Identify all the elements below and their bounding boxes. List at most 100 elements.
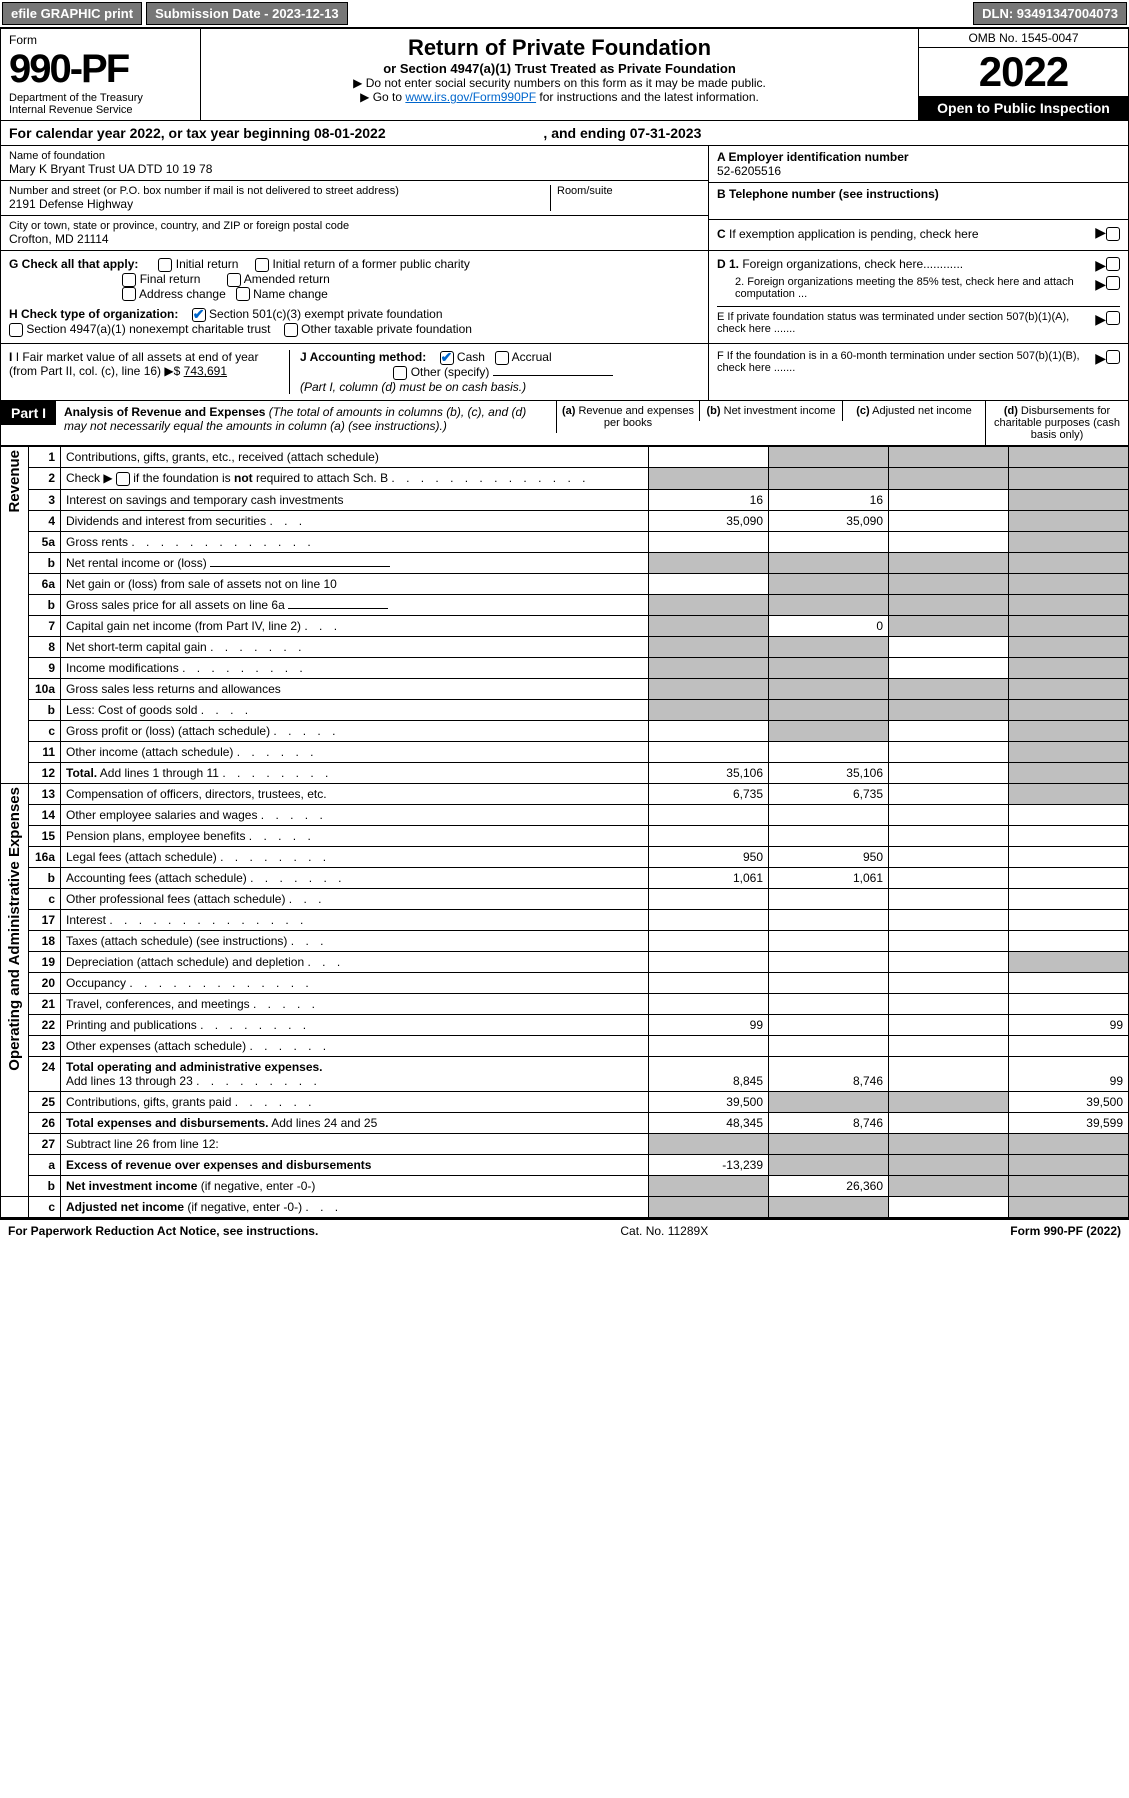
- j-note: (Part I, column (d) must be on cash basi…: [300, 380, 526, 394]
- line-17-desc: Interest . . . . . . . . . . . . . .: [61, 909, 649, 930]
- street-address: 2191 Defense Highway: [9, 197, 550, 211]
- room-label: Room/suite: [557, 185, 700, 197]
- line-7-b: 0: [769, 615, 889, 636]
- line-25-a: 39,500: [649, 1091, 769, 1112]
- line-10a-desc: Gross sales less returns and allowances: [61, 678, 649, 699]
- line-10c-desc: Gross profit or (loss) (attach schedule)…: [61, 720, 649, 741]
- line-13-b: 6,735: [769, 783, 889, 804]
- initial-return-label: Initial return: [176, 257, 239, 271]
- line-9-desc: Income modifications . . . . . . . . .: [61, 657, 649, 678]
- line-13-desc: Compensation of officers, directors, tru…: [61, 783, 649, 804]
- line-25-desc: Contributions, gifts, grants paid . . . …: [61, 1091, 649, 1112]
- calendar-year-row: For calendar year 2022, or tax year begi…: [0, 121, 1129, 146]
- i-block: I I Fair market value of all assets at e…: [9, 350, 289, 394]
- line-26-b: 8,746: [769, 1112, 889, 1133]
- line-5a-desc: Gross rents . . . . . . . . . . . . .: [61, 531, 649, 552]
- col-d-header: (d) Disbursements for charitable purpose…: [985, 401, 1128, 445]
- efile-print-button[interactable]: efile GRAPHIC print: [2, 2, 142, 25]
- line-4-b: 35,090: [769, 510, 889, 531]
- cal-begin: 08-01-2022: [314, 125, 386, 141]
- line-10b-desc: Less: Cost of goods sold . . . .: [61, 699, 649, 720]
- line-18-desc: Taxes (attach schedule) (see instruction…: [61, 930, 649, 951]
- other-tax-checkbox[interactable]: [284, 323, 298, 337]
- line-27-desc: Subtract line 26 from line 12:: [61, 1133, 649, 1154]
- other-label: Other (specify): [411, 365, 490, 379]
- c-checkbox[interactable]: [1106, 227, 1120, 241]
- ein-label: A Employer identification number: [717, 150, 1120, 164]
- col-c-header: (c) Adjusted net income: [842, 401, 985, 421]
- line-16a-desc: Legal fees (attach schedule) . . . . . .…: [61, 846, 649, 867]
- line-1-desc: Contributions, gifts, grants, etc., rece…: [61, 446, 649, 467]
- line-25-d: 39,500: [1009, 1091, 1129, 1112]
- line-4-a: 35,090: [649, 510, 769, 531]
- line-19-desc: Depreciation (attach schedule) and deple…: [61, 951, 649, 972]
- other-checkbox[interactable]: [393, 366, 407, 380]
- omb-number: OMB No. 1545-0047: [919, 29, 1128, 48]
- line-12-desc: Total. Add lines 1 through 11 . . . . . …: [61, 762, 649, 783]
- line-13-a: 6,735: [649, 783, 769, 804]
- revenue-side-label: Revenue: [6, 450, 23, 513]
- form-number: 990-PF: [9, 47, 192, 92]
- form-title: Return of Private Foundation: [207, 35, 912, 61]
- line-24-a: 8,845: [649, 1056, 769, 1091]
- line-12-b: 35,106: [769, 762, 889, 783]
- form-header: Form 990-PF Department of the Treasury I…: [0, 27, 1129, 121]
- line-3-desc: Interest on savings and temporary cash i…: [61, 489, 649, 510]
- line-27b-b: 26,360: [769, 1175, 889, 1196]
- line-16a-a: 950: [649, 846, 769, 867]
- line-24-b: 8,746: [769, 1056, 889, 1091]
- tax-year: 2022: [919, 48, 1128, 96]
- d2-checkbox[interactable]: [1106, 276, 1120, 290]
- initial-former-label: Initial return of a former public charit…: [272, 257, 469, 271]
- instr-ssn: ▶ Do not enter social security numbers o…: [207, 76, 912, 90]
- tel-label: B Telephone number (see instructions): [717, 187, 1120, 201]
- amended-return-label: Amended return: [244, 272, 330, 286]
- irs-label: Internal Revenue Service: [9, 104, 192, 116]
- line-7-desc: Capital gain net income (from Part IV, l…: [61, 615, 649, 636]
- amended-return-checkbox[interactable]: [227, 273, 241, 287]
- line-3-a: 16: [649, 489, 769, 510]
- cash-checkbox[interactable]: [440, 351, 454, 365]
- f-checkbox[interactable]: [1106, 350, 1120, 364]
- name-change-label: Name change: [253, 287, 328, 301]
- submission-date: Submission Date - 2023-12-13: [146, 2, 348, 25]
- line-16a-b: 950: [769, 846, 889, 867]
- cal-mid: , and ending: [543, 125, 629, 141]
- addr-label: Number and street (or P.O. box number if…: [9, 185, 550, 197]
- c-label: C If exemption application is pending, c…: [717, 227, 1095, 241]
- part1-title: Analysis of Revenue and Expenses (The to…: [56, 401, 556, 437]
- line-16b-a: 1,061: [649, 867, 769, 888]
- accrual-label: Accrual: [512, 350, 552, 364]
- line-5b-desc: Net rental income or (loss): [61, 552, 649, 573]
- d1-checkbox[interactable]: [1106, 257, 1120, 271]
- line-11-desc: Other income (attach schedule) . . . . .…: [61, 741, 649, 762]
- line-27a-desc: Excess of revenue over expenses and disb…: [61, 1154, 649, 1175]
- s501-checkbox[interactable]: [192, 308, 206, 322]
- accrual-checkbox[interactable]: [495, 351, 509, 365]
- line-27b-desc: Net investment income (if negative, ente…: [61, 1175, 649, 1196]
- arrow-icon: ▶: [1095, 224, 1106, 241]
- line-26-a: 48,345: [649, 1112, 769, 1133]
- s4947-checkbox[interactable]: [9, 323, 23, 337]
- line-3-b: 16: [769, 489, 889, 510]
- d2-label: 2. Foreign organizations meeting the 85%…: [717, 276, 1095, 300]
- line-16b-b: 1,061: [769, 867, 889, 888]
- schb-checkbox[interactable]: [116, 472, 130, 486]
- addr-change-checkbox[interactable]: [122, 287, 136, 301]
- e-checkbox[interactable]: [1106, 311, 1120, 325]
- addr-change-label: Address change: [139, 287, 226, 301]
- line-8-desc: Net short-term capital gain . . . . . . …: [61, 636, 649, 657]
- irs-link[interactable]: www.irs.gov/Form990PF: [405, 90, 536, 104]
- dln-label: DLN: 93491347004073: [973, 2, 1127, 25]
- final-return-label: Final return: [140, 272, 201, 286]
- other-tax-label: Other taxable private foundation: [301, 322, 472, 336]
- line-4-desc: Dividends and interest from securities .…: [61, 510, 649, 531]
- form-label: Form: [9, 33, 192, 47]
- final-return-checkbox[interactable]: [122, 273, 136, 287]
- s4947-label: Section 4947(a)(1) nonexempt charitable …: [26, 322, 270, 336]
- cal-end: 07-31-2023: [630, 125, 702, 141]
- dept-label: Department of the Treasury: [9, 92, 192, 104]
- initial-former-checkbox[interactable]: [255, 258, 269, 272]
- name-change-checkbox[interactable]: [236, 287, 250, 301]
- initial-return-checkbox[interactable]: [158, 258, 172, 272]
